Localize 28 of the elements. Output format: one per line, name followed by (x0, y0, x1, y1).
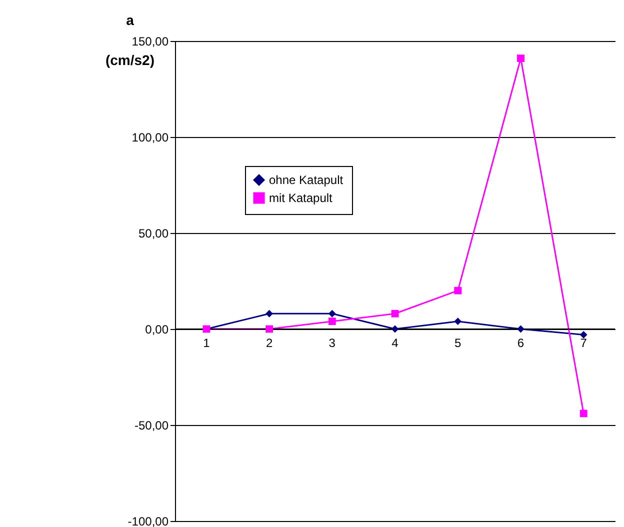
x-tick-label: 6 (517, 336, 524, 350)
y-tick-label: 0,00 (145, 322, 169, 336)
point (517, 54, 524, 62)
legend-label: ohne Katapult (269, 173, 344, 187)
x-tick-label: 2 (266, 336, 273, 350)
point (266, 310, 273, 318)
y-tick-label: -50,00 (134, 418, 169, 432)
x-tick-label: 5 (454, 336, 462, 350)
y-axis-title: (cm/s2) (105, 52, 155, 68)
point (454, 318, 462, 326)
point (391, 325, 399, 333)
y-tick-label: -100,00 (128, 514, 169, 527)
point (266, 325, 273, 333)
x-tick-label: 4 (392, 336, 399, 350)
point (454, 286, 462, 294)
point (328, 318, 336, 326)
x-tick-label: 3 (328, 336, 336, 350)
y-tick-label: 50,00 (138, 226, 169, 240)
x-tick-label: 7 (580, 336, 588, 350)
chart-title: a (126, 12, 134, 28)
x-tick-label: 1 (203, 336, 210, 350)
legend-label: mit Katapult (269, 191, 334, 205)
point (580, 410, 588, 418)
y-tick-label: 100,00 (132, 130, 169, 144)
point (328, 310, 336, 318)
point (391, 310, 399, 318)
point (580, 331, 588, 338)
y-tick-label: 150,00 (132, 34, 169, 48)
